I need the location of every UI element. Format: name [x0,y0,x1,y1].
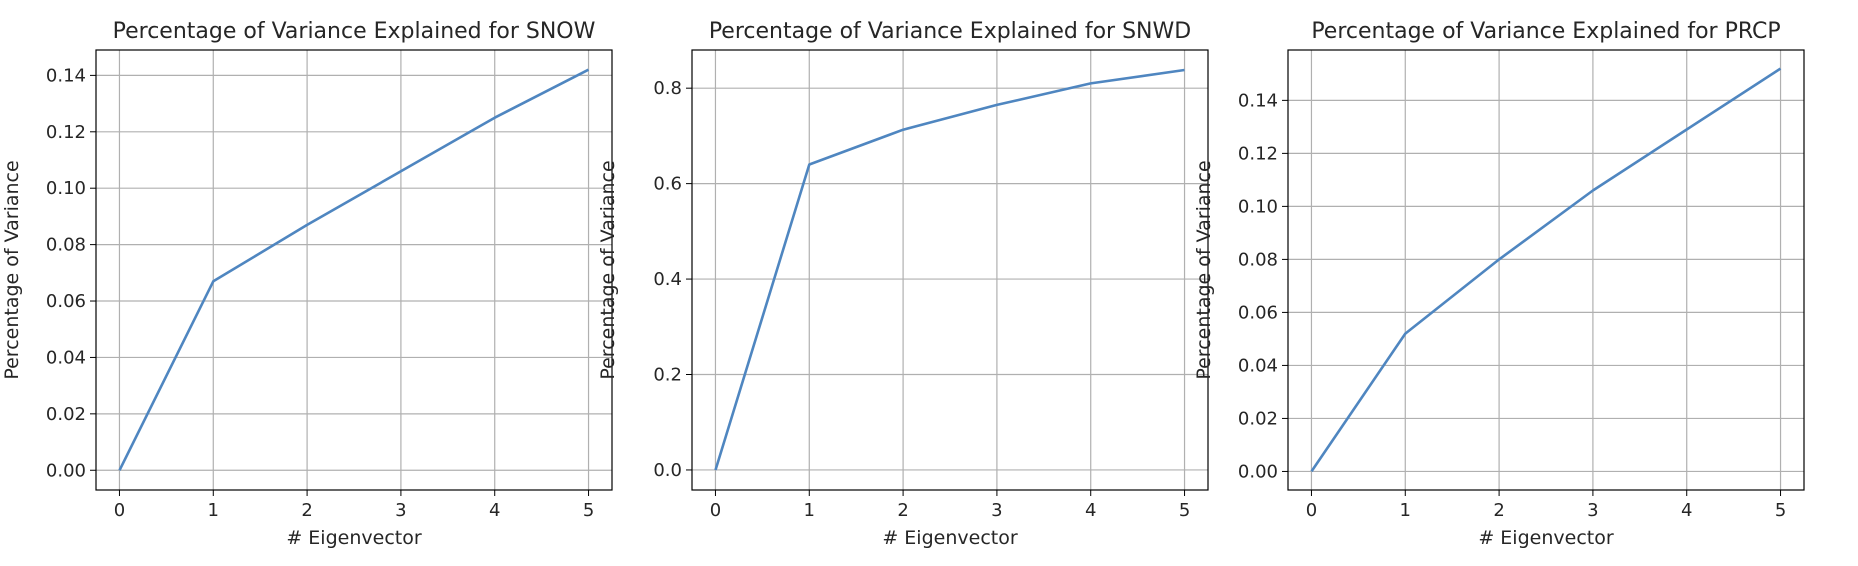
x-tick-label: 2 [1493,500,1504,521]
y-tick-label: 0.12 [46,122,86,143]
y-tick-label: 0.08 [1238,249,1278,270]
y-tick-label: 0.8 [653,78,682,99]
series-line [1310,67,1782,473]
y-axis-label: Percentage of Variance [597,160,619,379]
y-tick-label: 0.0 [653,460,682,481]
y-tick-label: 0.04 [46,347,86,368]
x-tick-label: 0 [1306,500,1317,521]
x-tick-label: 3 [1587,500,1598,521]
y-tick-label: 0.12 [1238,143,1278,164]
y-axis-label: Percentage of Variance [1193,160,1215,379]
x-tick-label: 3 [395,500,406,521]
y-tick-label: 0.10 [1238,196,1278,217]
y-tick-label: 0.6 [653,174,682,195]
y-tick-label: 0.14 [46,65,86,86]
y-tick-label: 0.06 [1238,302,1278,323]
x-axis-label: # Eigenvector [882,527,1017,549]
axes-frame [95,49,613,491]
x-tick-label: 5 [1179,500,1190,521]
x-tick-label: 5 [583,500,594,521]
chart-panel-2: 0 1 2 3 4 5 0.0 0.2 0.4 0.6 0.8 Percentage of Varia… [597,19,1209,549]
y-tick-label: 0.04 [1238,355,1278,376]
x-tick-label: 4 [1681,500,1692,521]
chart-title: Percentage of Variance Explained for SNO… [113,19,596,44]
y-tick-label: 0.4 [653,269,682,290]
y-tick-label: 0.08 [46,235,86,256]
axes-frame [1287,49,1805,491]
x-tick-label: 5 [1775,500,1786,521]
x-tick-label: 4 [489,500,500,521]
x-axis-label: # Eigenvector [1478,527,1613,549]
series-line [118,68,590,471]
y-tick-label: 0.02 [46,404,86,425]
chart-title: Percentage of Variance Explained for SNW… [709,19,1191,44]
y-tick-label: 0.06 [46,291,86,312]
axes-frame [691,49,1209,491]
y-tick-label: 0.2 [653,365,682,386]
chart-panel-1: 0 1 2 3 4 5 0.00 0.02 0.04 0.06 0.08 0.10 0.12 0.14 Pe… [1,19,613,549]
x-tick-label: 3 [991,500,1002,521]
y-tick-label: 0.02 [1238,408,1278,429]
series-line [714,68,1185,471]
x-tick-label: 1 [1400,500,1411,521]
x-tick-label: 0 [710,500,721,521]
y-tick-label: 0.10 [46,178,86,199]
y-axis-label: Percentage of Variance [1,160,23,379]
y-tick-label: 0.14 [1238,90,1278,111]
x-axis-label: # Eigenvector [286,527,421,549]
x-tick-label: 1 [208,500,219,521]
x-tick-label: 2 [897,500,908,521]
x-tick-label: 2 [301,500,312,521]
chart-panel-3: 0 1 2 3 4 5 0.00 0.02 0.04 0.06 0.08 0.10 0.12 0.14 Pe… [1193,19,1805,549]
y-tick-label: 0.00 [1238,461,1278,482]
chart-title: Percentage of Variance Explained for PRC… [1311,19,1780,44]
x-tick-label: 4 [1085,500,1096,521]
x-tick-label: 0 [114,500,125,521]
y-tick-label: 0.00 [46,460,86,481]
x-tick-label: 1 [804,500,815,521]
